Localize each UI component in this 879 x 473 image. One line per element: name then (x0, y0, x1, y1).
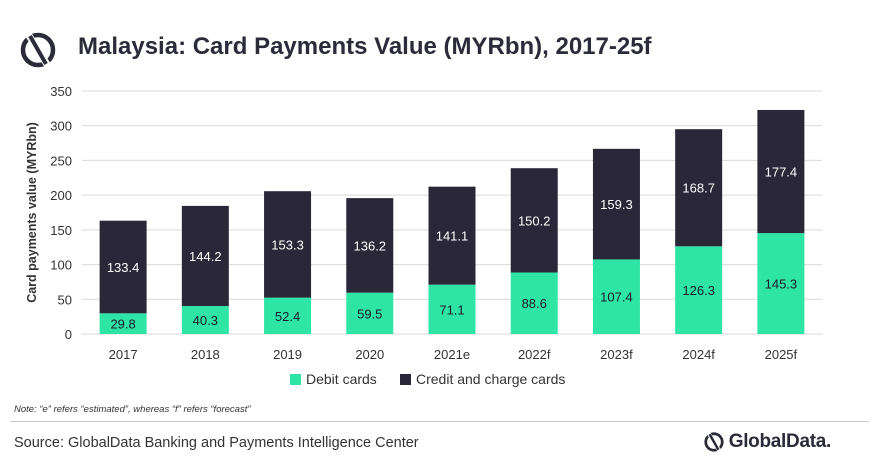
stacked-bar-chart: 29.8 133.4 40.3 144.2 52.4 153.3 59.5 136.2 71.1… (0, 0, 879, 400)
credit-value-label: 159.3 (600, 197, 633, 212)
y-tick-label: 200 (50, 188, 72, 203)
y-axis-title: Card payments value (MYRbn) (25, 122, 39, 303)
footnote: Note: “e” refers “estimated”, whereas “f… (14, 404, 251, 415)
credit-value-label: 168.7 (682, 181, 715, 196)
credit-value-label: 133.4 (107, 260, 140, 275)
credit-value-label: 153.3 (271, 237, 304, 252)
x-tick-label: 2022f (518, 347, 551, 362)
x-tick-label: 2019 (273, 347, 302, 362)
x-tick-label: 2018 (191, 347, 220, 362)
legend-swatch-credit (400, 374, 411, 385)
y-tick-label: 150 (50, 223, 72, 238)
x-tick-label: 2017 (109, 347, 138, 362)
y-tick-label: 350 (50, 84, 72, 99)
legend-label-debit: Debit cards (306, 371, 377, 387)
debit-value-label: 145.3 (765, 277, 798, 292)
y-tick-label: 50 (58, 292, 72, 307)
debit-value-label: 40.3 (193, 313, 218, 328)
credit-value-label: 150.2 (518, 213, 551, 228)
x-tick-label: 2023f (600, 347, 633, 362)
globaldata-brand-icon (703, 431, 725, 453)
debit-value-label: 107.4 (600, 290, 633, 305)
divider (10, 421, 869, 422)
brand-name: GlobalData. (729, 431, 831, 453)
credit-value-label: 136.2 (354, 238, 387, 253)
source-text: Source: GlobalData Banking and Payments … (14, 435, 419, 451)
y-tick-label: 0 (65, 327, 72, 342)
y-tick-label: 250 (50, 153, 72, 168)
x-tick-label: 2021e (434, 347, 470, 362)
brand-logo: GlobalData. (703, 431, 831, 453)
y-tick-label: 100 (50, 258, 72, 273)
y-tick-label: 300 (50, 119, 72, 134)
debit-value-label: 71.1 (439, 302, 464, 317)
x-tick-label: 2024f (682, 347, 715, 362)
debit-value-label: 88.6 (522, 296, 547, 311)
debit-value-label: 29.8 (110, 317, 135, 332)
debit-value-label: 126.3 (682, 283, 715, 298)
legend-swatch-debit (290, 374, 301, 385)
x-tick-label: 2025f (765, 347, 798, 362)
credit-value-label: 141.1 (436, 229, 469, 244)
credit-value-label: 144.2 (189, 249, 222, 264)
x-tick-label: 2020 (355, 347, 384, 362)
debit-value-label: 59.5 (357, 306, 382, 321)
legend-label-credit: Credit and charge cards (416, 371, 565, 387)
credit-value-label: 177.4 (765, 165, 798, 180)
debit-value-label: 52.4 (275, 309, 300, 324)
